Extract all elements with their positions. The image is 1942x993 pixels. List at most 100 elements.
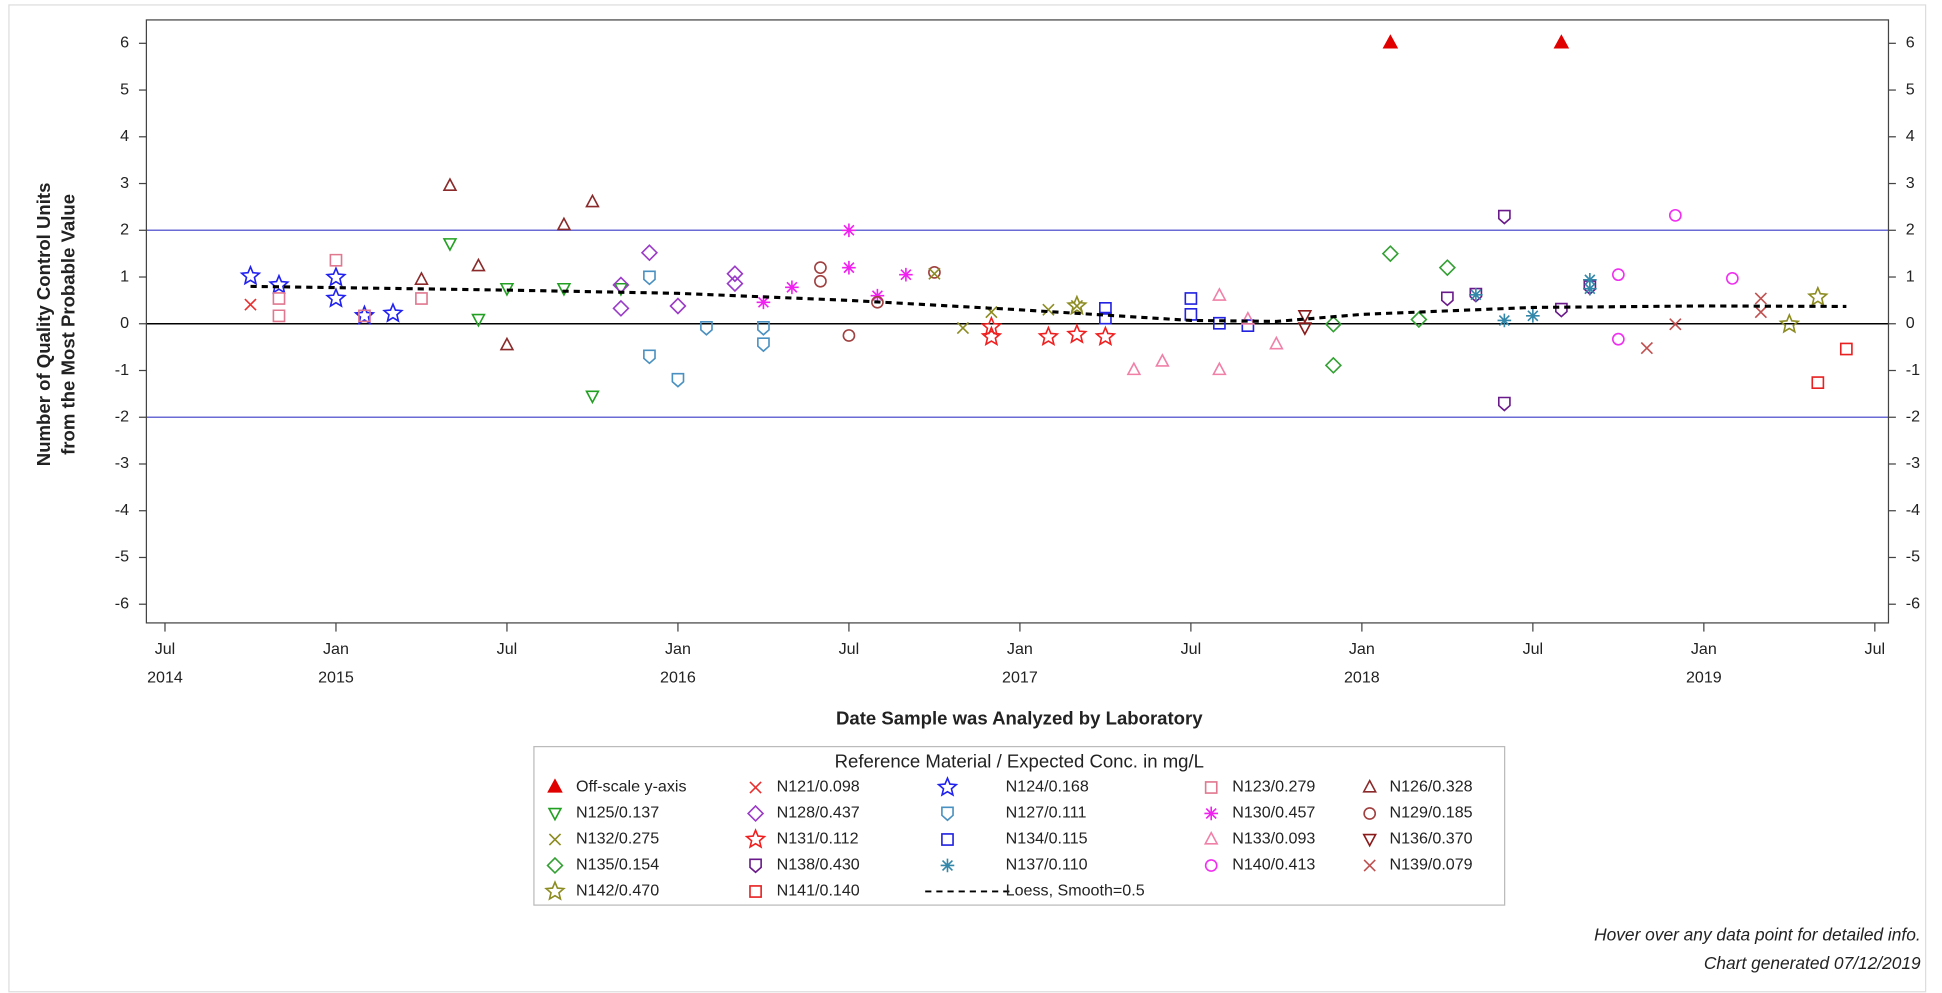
data-point[interactable] (1297, 310, 1313, 324)
data-point[interactable] (785, 280, 799, 295)
data-point[interactable] (643, 349, 656, 365)
data-point[interactable] (757, 337, 770, 353)
data-point[interactable] (1725, 272, 1739, 285)
data-point[interactable] (1611, 268, 1625, 282)
data-point[interactable] (1212, 361, 1227, 376)
data-point[interactable] (756, 295, 771, 310)
data-point[interactable] (1240, 311, 1256, 325)
data-point[interactable] (499, 336, 515, 351)
data-point[interactable] (556, 216, 572, 231)
data-point[interactable] (1184, 292, 1198, 305)
data-point[interactable] (1754, 305, 1767, 319)
data-point[interactable] (726, 265, 744, 283)
data-point[interactable] (1526, 309, 1540, 323)
data-point[interactable] (1126, 361, 1142, 376)
data-point[interactable] (1778, 312, 1801, 334)
data-point[interactable] (244, 298, 257, 311)
data-point[interactable] (1640, 341, 1653, 355)
data-point[interactable] (871, 295, 884, 309)
data-point[interactable] (382, 302, 404, 323)
data-point[interactable] (414, 271, 429, 285)
data-point[interactable] (1497, 209, 1511, 225)
data-point[interactable] (1324, 315, 1342, 333)
x-tick-label-line: Jul (1865, 640, 1886, 658)
y-tick-label: 6 (120, 34, 129, 52)
data-point[interactable] (1382, 34, 1399, 49)
data-point[interactable] (1324, 356, 1342, 374)
data-point[interactable] (1042, 303, 1055, 316)
data-point[interactable] (814, 274, 827, 288)
data-point[interactable] (1469, 287, 1483, 302)
data-point[interactable] (585, 390, 600, 405)
data-point[interactable] (1066, 294, 1088, 316)
legend-marker (941, 833, 954, 846)
data-point[interactable] (1839, 342, 1853, 356)
data-point[interactable] (471, 313, 486, 328)
data-point[interactable] (1440, 291, 1454, 307)
data-point[interactable] (239, 264, 262, 286)
data-point[interactable] (585, 193, 600, 208)
data-point[interactable] (1099, 311, 1112, 325)
data-point[interactable] (1583, 273, 1597, 287)
data-point[interactable] (1410, 310, 1428, 329)
data-point[interactable] (700, 320, 713, 336)
data-point[interactable] (325, 287, 347, 308)
data-point[interactable] (1297, 322, 1313, 336)
legend-marker (547, 778, 563, 793)
legend-label: N125/0.137 (576, 804, 659, 822)
data-point[interactable] (1811, 376, 1825, 390)
data-point[interactable] (1754, 292, 1767, 305)
data-point[interactable] (353, 304, 376, 326)
data-point[interactable] (726, 274, 744, 293)
data-point[interactable] (814, 261, 827, 275)
data-point[interactable] (1381, 245, 1399, 263)
data-point[interactable] (415, 292, 428, 305)
data-point[interactable] (842, 223, 856, 238)
data-point[interactable] (358, 309, 371, 323)
data-point[interactable] (1037, 325, 1060, 347)
data-point[interactable] (1094, 325, 1117, 347)
data-point[interactable] (956, 321, 970, 335)
data-point[interactable] (899, 267, 913, 282)
data-point[interactable] (1438, 259, 1456, 277)
data-point[interactable] (671, 372, 685, 388)
data-point[interactable] (1553, 34, 1570, 49)
data-point[interactable] (1066, 323, 1088, 344)
data-point[interactable] (1241, 319, 1255, 333)
data-point[interactable] (1611, 332, 1625, 346)
data-point[interactable] (612, 299, 630, 317)
data-point[interactable] (928, 265, 941, 279)
data-point[interactable] (1807, 285, 1829, 307)
data-point[interactable] (1497, 313, 1512, 328)
data-point[interactable] (442, 177, 458, 192)
data-point[interactable] (870, 288, 885, 303)
data-point[interactable] (928, 267, 941, 280)
data-point[interactable] (980, 315, 1003, 337)
data-point[interactable] (1554, 302, 1568, 318)
data-point[interactable] (1269, 335, 1284, 350)
data-point[interactable] (268, 273, 290, 295)
data-point[interactable] (471, 257, 486, 272)
data-point[interactable] (1669, 318, 1682, 331)
data-point[interactable] (325, 266, 347, 287)
data-point[interactable] (1184, 308, 1198, 321)
data-point[interactable] (1213, 316, 1226, 330)
data-point[interactable] (640, 244, 659, 262)
data-point[interactable] (643, 270, 656, 286)
data-point[interactable] (757, 320, 770, 336)
data-point[interactable] (1212, 287, 1227, 301)
data-point[interactable] (842, 329, 856, 342)
data-point[interactable] (442, 238, 458, 252)
data-point[interactable] (272, 309, 286, 323)
data-point[interactable] (669, 297, 687, 315)
data-point[interactable] (329, 253, 343, 267)
data-point[interactable] (1155, 353, 1170, 367)
data-point[interactable] (842, 260, 856, 275)
data-point[interactable] (1497, 396, 1511, 412)
data-point[interactable] (556, 282, 572, 297)
data-point[interactable] (1583, 281, 1597, 296)
data-point[interactable] (980, 325, 1003, 347)
data-point[interactable] (1668, 208, 1682, 222)
data-point[interactable] (272, 292, 286, 305)
